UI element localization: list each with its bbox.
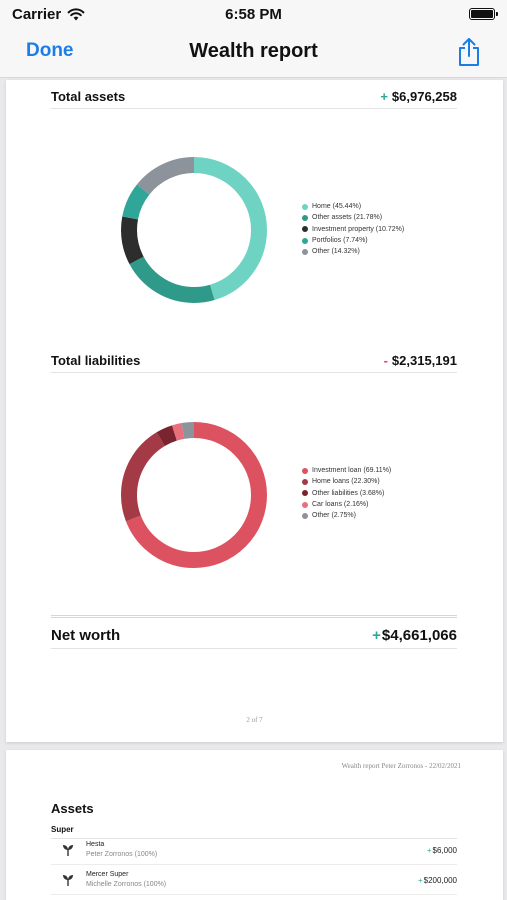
total-liabilities-sign: - [383,353,388,368]
asset-owner: Michelle Zorronos (100%) [86,881,167,888]
assets-legend: Home (45.44%) Other assets (21.78%) Invest… [302,201,404,257]
navigation-bar: Done Wealth report [0,28,507,78]
assets-section-title: Assets [51,801,94,816]
slice-other-assets [121,157,267,303]
asset-row: Hesta Peter Zorronos (100%) +$6,000 [51,835,457,865]
carrier-label: Carrier [12,5,62,23]
net-worth-row: Net worth +$4,661,066 [51,615,457,649]
legend-item: Home (45.44%) [302,201,404,212]
super-fund-icon [63,875,73,886]
net-worth-amount: $4,661,066 [381,627,457,644]
legend-item: Car loans (2.16%) [302,499,391,510]
slice-home-loans [121,422,267,568]
legend-swatch [302,512,308,519]
legend-label: Other assets (21.78%) [312,214,383,222]
legend-label: Investment property (10.72%) [312,225,405,233]
legend-label: Other (14.32%) [312,248,360,256]
total-liabilities-label: Total liabilities [51,353,141,368]
status-left: Carrier [12,6,85,23]
legend-swatch [302,478,308,485]
asset-amount-sign: + [417,876,423,885]
page-title: Wealth report [189,40,318,62]
battery-icon [469,8,498,20]
wifi-icon [67,7,85,20]
total-liabilities-amount: $2,315,191 [391,353,457,368]
asset-name: Hesta [86,841,105,848]
legend-swatch [302,237,308,244]
legend-label: Home (45.44%) [312,203,362,211]
super-fund-icon [63,845,73,856]
legend-label: Portfolios (7.74%) [312,237,368,245]
slice-investment-property [121,157,267,303]
legend-label: Other (2.75%) [312,512,356,520]
total-liabilities-value: - $2,315,191 [384,353,457,368]
legend-item: Other (14.32%) [302,246,404,257]
legend-label: Investment loan (69.11%) [312,467,392,475]
legend-item: Portfolios (7.74%) [302,235,404,246]
total-assets-header: Total assets + $6,976,258 [51,89,457,109]
total-assets-label: Total assets [51,89,126,104]
done-button[interactable]: Done [26,40,74,61]
legend-swatch [302,214,308,221]
legend-label: Car loans (2.16%) [312,501,369,509]
legend-swatch [302,490,308,497]
total-assets-amount: $6,976,258 [391,89,457,104]
asset-amount-sign: + [426,846,432,855]
legend-label: Home loans (22.30%) [312,478,380,486]
slice-other [121,157,267,303]
liabilities-donut-chart [121,422,267,568]
legend-item: Other (2.75%) [302,510,391,521]
legend-item: Home loans (22.30%) [302,476,391,487]
legend-label: Other liabilities (3.68%) [312,489,385,497]
super-category-label: Super [51,825,457,839]
report-page-2[interactable]: Wealth report Peter Zorronos - 22/02/202… [6,750,503,900]
legend-item: Other liabilities (3.68%) [302,488,391,499]
total-liabilities-header: Total liabilities - $2,315,191 [51,353,457,373]
asset-name: Mercer Super [86,871,129,878]
legend-swatch [302,248,308,255]
liabilities-legend: Investment loan (69.11%) Home loans (22.3… [302,465,391,521]
legend-swatch [302,467,308,474]
report-page-1[interactable]: Total assets + $6,976,258 Home (45.44%) Ot… [6,80,503,742]
legend-swatch [302,501,308,508]
net-worth-sign: + [372,627,381,644]
status-right [469,8,498,20]
share-icon [459,38,479,66]
net-worth-value: +$4,661,066 [372,627,457,644]
legend-swatch [302,226,308,233]
assets-donut-chart [121,157,267,303]
legend-item: Other assets (21.78%) [302,212,404,223]
report-running-header: Wealth report Peter Zorronos - 22/02/202… [341,762,461,770]
page-number: 2 of 7 [246,716,263,724]
status-bar: Carrier 6:58 PM [0,0,507,28]
total-assets-sign: + [380,89,388,104]
asset-row: Mercer Super Michelle Zorronos (100%) +$… [51,865,457,895]
share-button[interactable] [457,37,481,72]
net-worth-label: Net worth [51,627,121,644]
asset-amount: +$6,000 [427,846,457,855]
asset-amount-value: $200,000 [423,876,457,885]
total-assets-value: + $6,976,258 [380,89,457,104]
legend-swatch [302,203,308,210]
slice-other [121,422,267,568]
asset-amount-value: $6,000 [432,846,457,855]
asset-owner: Peter Zorronos (100%) [86,851,158,858]
legend-item: Investment loan (69.11%) [302,465,391,476]
asset-amount: +$200,000 [418,876,457,885]
legend-item: Investment property (10.72%) [302,224,404,235]
